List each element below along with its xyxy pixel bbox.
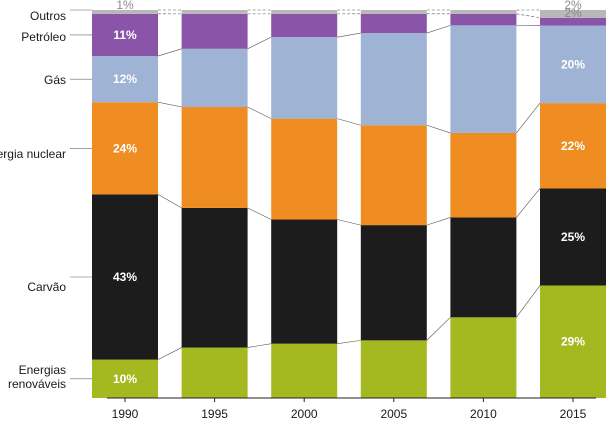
x-tick-label-2000: 2000 <box>291 407 318 421</box>
data-label-carvao-1990: 43% <box>113 270 137 284</box>
connector-line <box>337 32 361 38</box>
bar-segment-energia-nuclear-2010 <box>450 132 517 218</box>
legend-label-petroleo: Petróleo <box>21 30 66 44</box>
bar-segment-energias-renovaveis-1995 <box>181 347 248 398</box>
x-tick-label-1995: 1995 <box>201 407 228 421</box>
connector-line <box>516 13 541 19</box>
bar-segment-gas-1995 <box>181 48 248 107</box>
bar-segment-gas-2000 <box>271 37 338 119</box>
bar-segment-energia-nuclear-2005 <box>360 125 427 226</box>
bar-segment-energia-nuclear-1990 <box>92 102 158 195</box>
bar-segment-outros-1990 <box>92 10 158 14</box>
bar-segment-carvao-2005 <box>360 225 427 341</box>
bar-segment-gas-2015 <box>540 25 606 104</box>
data-label-outros-2015: 2% <box>564 0 582 12</box>
bar-segment-outros-2000 <box>271 10 338 14</box>
bar-segment-petroleo-2005 <box>360 13 427 34</box>
bar-segment-energias-renovaveis-2005 <box>360 340 427 398</box>
connector-line <box>247 343 272 348</box>
bar-segment-energias-renovaveis-2000 <box>271 343 338 398</box>
bar-segment-energia-nuclear-2000 <box>271 118 338 220</box>
connector-line <box>516 188 541 218</box>
data-label-energias-renovaveis-2015: 29% <box>561 335 585 349</box>
data-label-gas-1990: 12% <box>113 72 137 86</box>
connector-line <box>157 194 182 209</box>
data-label-petroleo-1990: 11% <box>113 28 137 42</box>
bar-segment-gas-2010 <box>450 25 517 133</box>
connector-line <box>426 217 451 226</box>
data-label-carvao-2015: 25% <box>561 230 585 244</box>
bar-segment-petroleo-2015 <box>540 17 606 26</box>
connector-line <box>426 124 451 134</box>
data-label-petroleo-2015: 2% <box>564 6 582 20</box>
bar-segment-petroleo-1995 <box>181 13 248 49</box>
bar-segment-carvao-1990 <box>92 194 158 360</box>
bar-segment-petroleo-2000 <box>271 13 338 38</box>
bar-segment-carvao-2010 <box>450 217 517 318</box>
connector-line <box>247 36 272 50</box>
connector-line <box>157 48 182 57</box>
x-tick-label-2015: 2015 <box>560 407 587 421</box>
bar-segment-outros-2015 <box>540 10 606 18</box>
legend-label-energias-renovaveis: Energias renováveis <box>8 363 66 391</box>
bar-segment-carvao-1995 <box>181 207 248 348</box>
connector-line <box>426 317 451 341</box>
data-label-energia-nuclear-2015: 22% <box>561 139 585 153</box>
bar-segment-carvao-2015 <box>540 188 606 286</box>
x-tick-label-2010: 2010 <box>470 407 497 421</box>
connector-line <box>337 340 361 344</box>
connector-line <box>337 118 361 126</box>
bar-segment-outros-2010 <box>450 10 517 14</box>
connector-line <box>516 285 541 318</box>
data-label-energia-nuclear-1990: 24% <box>113 141 137 155</box>
bar-segment-gas-2005 <box>360 33 427 126</box>
bar-segment-carvao-2000 <box>271 219 338 344</box>
bar-segment-energias-renovaveis-1990 <box>92 359 158 398</box>
bar-segment-outros-2005 <box>360 10 427 14</box>
connector-line <box>426 25 451 34</box>
x-tick-label-1990: 1990 <box>112 407 139 421</box>
connector-line <box>157 101 182 108</box>
bar-segment-petroleo-2010 <box>450 13 517 26</box>
bar-segment-outros-1995 <box>181 10 248 14</box>
bar-segment-energia-nuclear-1995 <box>181 107 248 208</box>
data-label-energias-renovaveis-1990: 10% <box>113 372 137 386</box>
x-tick-label-2005: 2005 <box>380 407 407 421</box>
bar-segment-gas-1990 <box>92 56 158 103</box>
connector-line <box>247 207 272 220</box>
bar-segment-energia-nuclear-2015 <box>540 103 606 189</box>
bar-segment-energias-renovaveis-2015 <box>540 285 606 398</box>
connector-line <box>247 106 272 119</box>
connector-line <box>337 219 361 226</box>
legend-label-carvao: Carvão <box>27 280 66 294</box>
bar-segment-petroleo-1990 <box>92 13 158 57</box>
legend-label-energia-nuclear: Energia nuclear <box>0 147 66 161</box>
data-label-outros-1990: 1% <box>116 0 134 12</box>
connector-line <box>157 347 182 360</box>
bar-segment-energias-renovaveis-2010 <box>450 317 517 398</box>
connector-line <box>516 102 541 134</box>
data-label-gas-2015: 20% <box>561 57 585 71</box>
legend-label-gas: Gás <box>44 73 66 87</box>
legend-label-outros: Outros <box>30 9 66 23</box>
